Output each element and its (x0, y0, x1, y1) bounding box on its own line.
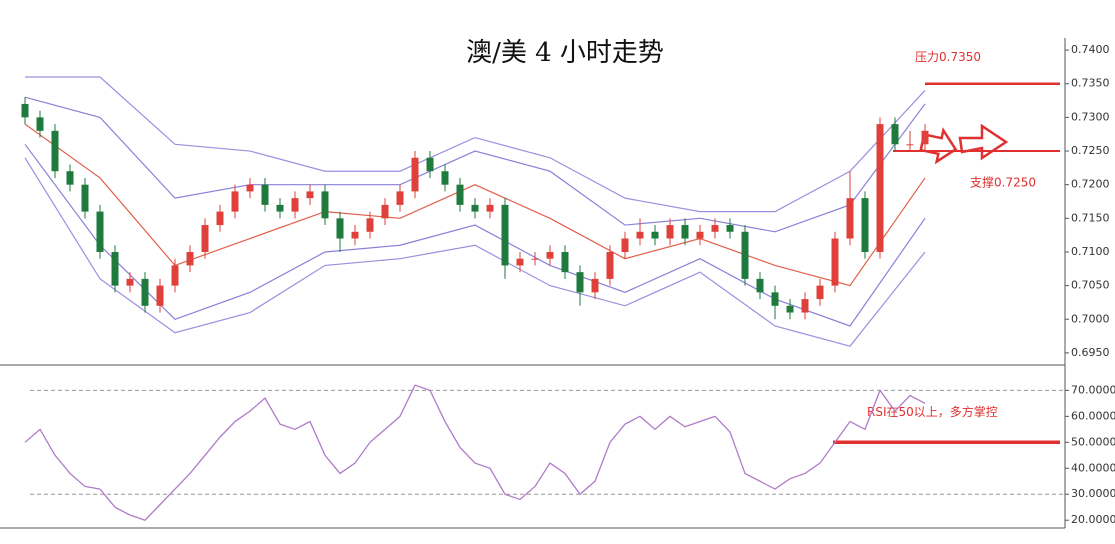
y-tick-label: 50.0000 (1071, 435, 1115, 448)
y-tick-label: 30.0000 (1071, 487, 1115, 500)
candle-body (141, 278, 149, 306)
candle-body (486, 204, 494, 212)
y-tick-label: 0.7000 (1071, 312, 1110, 325)
candle-body (351, 231, 359, 239)
candle-body (546, 251, 554, 259)
candle-body (186, 251, 194, 266)
candle-body (246, 184, 254, 192)
candle-body (231, 191, 239, 212)
candle-body (786, 305, 794, 313)
y-tick-label: 0.7200 (1071, 178, 1110, 191)
candle-body (381, 204, 389, 219)
bollinger-band (25, 76, 926, 213)
rsi-line (24, 384, 926, 521)
candle-body (321, 191, 329, 219)
y-tick-label: 0.7250 (1071, 144, 1110, 157)
chart-title: 澳/美 4 小时走势 (466, 38, 664, 68)
candle-body (756, 278, 764, 293)
candle-body (651, 231, 659, 239)
candle-body (501, 204, 509, 266)
candle-body (36, 117, 44, 131)
candle-body (561, 251, 569, 273)
candle-body (861, 198, 869, 252)
candle-body (696, 231, 704, 239)
candle-body (306, 191, 314, 199)
candle-body (441, 171, 449, 185)
candle-body (636, 231, 644, 239)
candle-body (531, 258, 539, 260)
candle-body (726, 225, 734, 232)
annotation-label: RSI在50以上，多方掌控 (867, 404, 998, 419)
candle-body (171, 265, 179, 286)
y-tick-label: 0.7050 (1071, 279, 1110, 292)
candle-body (156, 285, 164, 306)
candle-body (741, 231, 749, 279)
candle-body (771, 292, 779, 306)
candle-body (411, 157, 419, 192)
candle-body (81, 184, 89, 212)
annotation-label: 压力0.7350 (915, 50, 981, 64)
candle-body (291, 198, 299, 212)
bollinger-band (24, 96, 926, 233)
y-tick-label: 0.7150 (1071, 211, 1110, 224)
annotation-label: 支撑0.7250 (970, 175, 1036, 190)
candle-body (276, 204, 284, 212)
candle-body (921, 130, 929, 145)
candle-body (591, 278, 599, 293)
candle-body (576, 272, 584, 293)
candle-body (456, 184, 464, 205)
candle-body (606, 251, 614, 279)
y-tick-label: 70.0000 (1071, 383, 1115, 396)
candle-body (621, 238, 629, 252)
y-tick-label: 0.7400 (1071, 43, 1110, 56)
bollinger-band (24, 157, 926, 347)
y-tick-label: 0.7350 (1071, 77, 1110, 90)
candle-body (201, 225, 209, 252)
y-tick-label: 20.0000 (1071, 513, 1115, 526)
candle-body (426, 157, 434, 172)
candle-body (396, 191, 404, 205)
y-tick-label: 60.0000 (1071, 409, 1115, 422)
candle-body (816, 285, 824, 300)
candle-body (261, 184, 269, 205)
candle-body (906, 144, 914, 146)
candle-body (366, 218, 374, 232)
candle-body (126, 278, 134, 286)
y-tick-label: 40.0000 (1071, 461, 1115, 474)
candle-body (666, 225, 674, 239)
candle-body (846, 198, 854, 239)
candle-body (336, 218, 344, 239)
y-tick-label: 0.7300 (1071, 110, 1110, 123)
candle-body (801, 299, 809, 313)
candle-body (21, 103, 29, 118)
y-tick-label: 0.7100 (1071, 245, 1110, 258)
candle-body (216, 211, 224, 226)
candle-body (876, 124, 884, 252)
candle-body (681, 225, 689, 239)
candle-body (96, 211, 104, 252)
candle-body (516, 258, 524, 266)
candle-body (111, 251, 119, 286)
candle-body (66, 171, 74, 185)
candle-body (471, 204, 479, 212)
candle-body (891, 124, 899, 145)
candle-body (711, 225, 719, 232)
y-tick-label: 0.6950 (1071, 346, 1110, 359)
candle-body (51, 130, 59, 172)
candle-body (831, 238, 839, 286)
